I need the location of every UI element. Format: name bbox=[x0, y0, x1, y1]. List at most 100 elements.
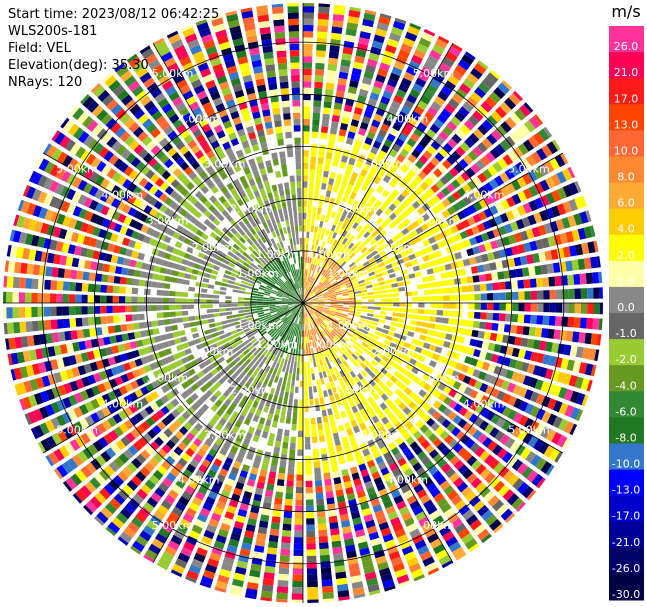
velocity-gate bbox=[436, 415, 447, 425]
velocity-gate bbox=[57, 429, 68, 442]
velocity-gate bbox=[413, 105, 425, 116]
velocity-gate bbox=[392, 562, 405, 573]
velocity-gate bbox=[248, 246, 255, 253]
velocity-gate bbox=[38, 158, 50, 172]
velocity-gate bbox=[363, 12, 376, 22]
velocity-gate bbox=[274, 440, 281, 448]
velocity-gate bbox=[490, 240, 499, 250]
velocity-gate bbox=[273, 265, 279, 272]
velocity-gate bbox=[165, 108, 176, 119]
velocity-gate bbox=[317, 517, 327, 525]
velocity-gate bbox=[316, 308, 323, 312]
velocity-gate bbox=[60, 185, 71, 198]
velocity-gate bbox=[448, 287, 456, 294]
velocity-gate bbox=[164, 207, 173, 217]
velocity-gate bbox=[264, 489, 274, 498]
velocity-gate bbox=[332, 232, 338, 239]
velocity-gate bbox=[299, 294, 303, 301]
velocity-gate bbox=[323, 293, 330, 297]
velocity-gate bbox=[334, 315, 341, 319]
velocity-gate bbox=[487, 495, 500, 507]
velocity-gate bbox=[205, 372, 214, 380]
velocity-gate bbox=[342, 368, 349, 376]
velocity-gate bbox=[230, 258, 238, 265]
velocity-gate bbox=[562, 303, 569, 313]
velocity-gate bbox=[158, 367, 167, 376]
velocity-gate bbox=[147, 337, 156, 345]
velocity-gate bbox=[153, 37, 165, 46]
velocity-gate bbox=[125, 351, 134, 360]
velocity-gate bbox=[580, 288, 588, 299]
velocity-gate bbox=[417, 409, 426, 419]
velocity-gate bbox=[577, 258, 586, 270]
velocity-gate bbox=[350, 151, 358, 160]
velocity-gate bbox=[283, 282, 289, 288]
velocity-gate bbox=[393, 208, 402, 217]
velocity-gate bbox=[351, 405, 359, 414]
velocity-gate bbox=[477, 223, 486, 233]
velocity-gate bbox=[181, 452, 192, 463]
velocity-gate bbox=[376, 515, 387, 525]
velocity-gate bbox=[189, 44, 202, 55]
velocity-gate bbox=[230, 247, 237, 254]
velocity-gate bbox=[34, 221, 44, 233]
velocity-gate bbox=[92, 440, 104, 452]
velocity-gate bbox=[246, 222, 253, 230]
velocity-gate bbox=[426, 128, 437, 139]
velocity-gate bbox=[175, 311, 183, 317]
velocity-gate bbox=[313, 87, 323, 95]
velocity-gate bbox=[399, 179, 408, 188]
velocity-gate bbox=[62, 215, 72, 227]
velocity-gate bbox=[252, 400, 259, 409]
velocity-gate bbox=[264, 248, 271, 256]
velocity-gate bbox=[284, 319, 290, 325]
velocity-gate bbox=[313, 258, 317, 265]
velocity-gate bbox=[134, 221, 144, 231]
velocity-gate bbox=[311, 341, 315, 349]
velocity-gate bbox=[288, 304, 295, 306]
velocity-gate bbox=[512, 90, 523, 102]
velocity-gate bbox=[332, 159, 339, 167]
velocity-gate bbox=[525, 451, 537, 464]
velocity-gate bbox=[290, 308, 297, 313]
velocity-gate bbox=[278, 377, 283, 385]
velocity-gate bbox=[314, 69, 325, 76]
velocity-gate bbox=[281, 365, 287, 372]
velocity-gate bbox=[330, 260, 336, 267]
velocity-gate bbox=[467, 285, 475, 292]
velocity-gate bbox=[128, 56, 142, 68]
velocity-gate bbox=[568, 303, 575, 314]
velocity-gate bbox=[540, 461, 552, 474]
velocity-gate bbox=[375, 208, 383, 217]
velocity-gate bbox=[91, 385, 101, 396]
velocity-gate bbox=[389, 462, 399, 472]
velocity-gate bbox=[88, 317, 95, 326]
velocity-gate bbox=[393, 60, 405, 71]
velocity-gate bbox=[247, 256, 254, 262]
velocity-gate bbox=[294, 299, 301, 303]
velocity-gate bbox=[307, 212, 312, 220]
velocity-gate bbox=[317, 299, 325, 302]
velocity-gate bbox=[445, 367, 455, 376]
velocity-gate bbox=[572, 331, 580, 343]
velocity-gate bbox=[339, 65, 350, 74]
velocity-gate bbox=[50, 280, 58, 291]
velocity-gate bbox=[219, 568, 231, 578]
velocity-gate bbox=[414, 271, 422, 278]
velocity-gate bbox=[376, 22, 389, 32]
velocity-gate bbox=[265, 351, 271, 358]
velocity-gate bbox=[485, 385, 495, 396]
velocity-gate bbox=[460, 434, 471, 445]
velocity-gate bbox=[418, 155, 429, 165]
velocity-gate bbox=[430, 259, 438, 267]
velocity-gate bbox=[294, 524, 303, 531]
velocity-gate bbox=[69, 318, 77, 328]
velocity-gate bbox=[266, 553, 277, 561]
velocity-gate bbox=[440, 108, 452, 119]
velocity-gate bbox=[359, 267, 367, 273]
velocity-gate bbox=[318, 332, 324, 339]
velocity-gate bbox=[37, 191, 48, 204]
velocity-gate bbox=[107, 275, 115, 284]
velocity-gate bbox=[277, 263, 283, 270]
velocity-gate bbox=[25, 364, 35, 377]
